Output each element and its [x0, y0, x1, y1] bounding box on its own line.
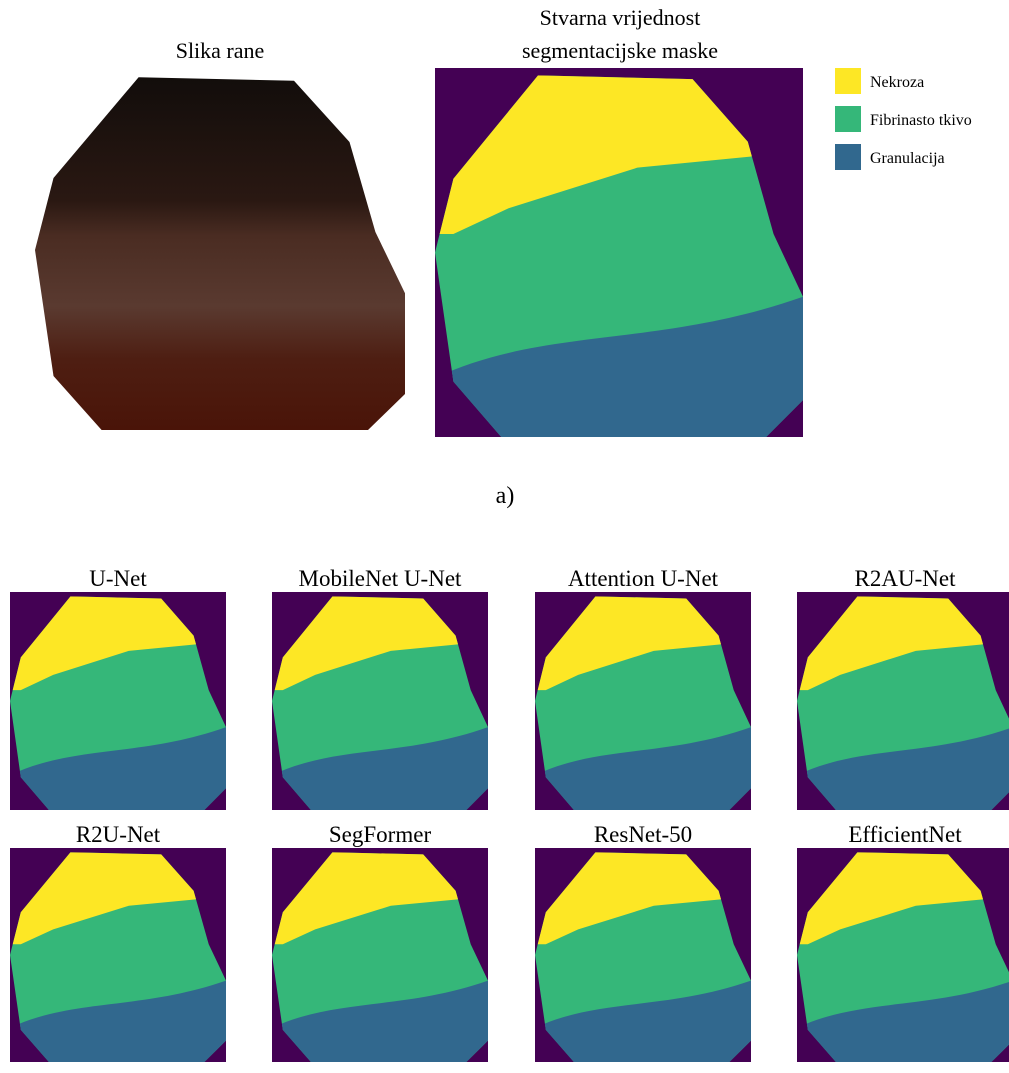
figure: Slika rane Stvarna vrijednost segmentaci… — [0, 0, 1009, 1068]
wound-title: Slika rane — [176, 38, 265, 63]
predicted-mask — [535, 848, 751, 1062]
legend-swatch — [835, 106, 861, 132]
mask-title: Stvarna vrijednost — [540, 5, 701, 30]
predicted-mask — [10, 592, 226, 810]
predicted-mask — [10, 848, 226, 1062]
model-title: EfficientNet — [848, 822, 962, 847]
model-title: R2AU-Net — [855, 566, 957, 591]
legend-swatch — [835, 144, 861, 170]
predicted-mask — [272, 592, 488, 810]
model-panels: U-Net MobileNet U-Net Attention U-Net R2AU-… — [10, 566, 1009, 1062]
legend-label: Granulacija — [870, 150, 945, 167]
mask-title: segmentacijske maske — [522, 38, 718, 63]
model-title: ResNet-50 — [594, 822, 692, 847]
model-title: MobileNet U-Net — [299, 566, 462, 591]
model-title: SegFormer — [329, 822, 432, 847]
legend-label: Nekroza — [870, 74, 924, 91]
model-title: U-Net — [89, 566, 147, 591]
predicted-mask — [797, 592, 1009, 810]
legend-label: Fibrinasto tkivo — [870, 112, 972, 129]
legend-swatch — [835, 68, 861, 94]
model-title: Attention U-Net — [568, 566, 719, 591]
predicted-mask — [797, 848, 1009, 1062]
caption: a) — [496, 483, 515, 509]
ground-truth-mask — [435, 68, 803, 437]
predicted-mask — [272, 848, 488, 1062]
model-title: R2U-Net — [76, 822, 161, 847]
wound-image — [35, 77, 405, 430]
predicted-mask — [535, 592, 751, 810]
